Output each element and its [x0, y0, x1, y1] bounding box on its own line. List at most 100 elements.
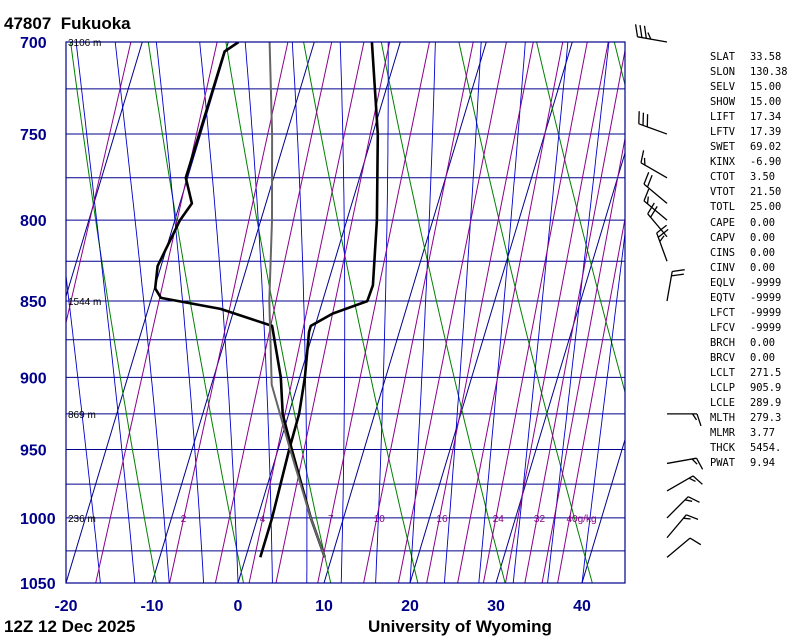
mixing-ratio-line	[363, 42, 474, 583]
temperature-line	[259, 42, 380, 558]
stat-value: 0.00	[750, 231, 776, 244]
stat-value: 3.50	[750, 171, 776, 184]
stat-row-vtot: VTOT 21.50	[710, 185, 788, 200]
mixing-ratio-line	[248, 42, 365, 583]
stat-row-cinv: CINV 0.00	[710, 261, 788, 276]
stat-value: 33.58	[750, 51, 782, 63]
pressure-tick-label: 850	[20, 294, 47, 311]
stat-key: LFCT	[710, 306, 736, 319]
mixing-ratio-line	[426, 42, 534, 583]
pressure-tick-label: 950	[20, 443, 47, 460]
stat-key: LFTV	[710, 126, 736, 139]
stat-value: 279.3	[750, 412, 782, 425]
stat-row-selv: SELV 15.00	[710, 80, 788, 95]
mixing-ratio-label: 16	[436, 514, 448, 525]
mixing-ratio-line	[524, 47, 625, 583]
wind-barb-feather	[634, 24, 639, 37]
stat-key: SHOW	[710, 96, 736, 109]
wind-barb-feather	[684, 499, 693, 502]
stat-value: -9999	[750, 321, 782, 334]
temperature-tick-label: 40	[573, 598, 591, 615]
mixing-ratio-line	[457, 42, 564, 583]
moist-adiabat	[291, 42, 308, 583]
isotherm-line	[66, 42, 143, 299]
wind-barb-staff	[666, 271, 673, 302]
isotherm-line	[323, 42, 487, 583]
wind-barb-feather	[656, 224, 668, 234]
stat-key: SELV	[710, 81, 736, 94]
wind-barb	[638, 111, 668, 135]
wind-barb	[666, 269, 685, 302]
pressure-tick-label: 1000	[20, 511, 56, 528]
stat-key: SLON	[710, 66, 736, 79]
height-label: 3106 m	[68, 38, 101, 49]
dry-adiabat	[147, 42, 244, 583]
stat-row-swet: SWET 69.02	[710, 140, 788, 155]
stat-key: LCLT	[710, 366, 736, 379]
isotherm-line	[66, 42, 229, 583]
wind-barb-feather	[643, 172, 650, 185]
moist-adiabat	[75, 42, 136, 583]
wind-barb-feather	[687, 496, 700, 503]
station-id: 47807	[4, 14, 52, 33]
wind-barb-staff	[638, 123, 668, 135]
wind-barb-feather	[692, 475, 703, 485]
wind-barb	[666, 496, 700, 519]
stat-value: 25.00	[750, 201, 782, 214]
stat-key: BRCV	[710, 351, 736, 364]
moist-adiabat	[114, 42, 170, 583]
mixing-ratio-line	[541, 135, 625, 583]
temperature-tick-label: -20	[54, 598, 77, 615]
moist-adiabat	[66, 578, 67, 583]
wind-barb-staff	[637, 36, 668, 43]
stat-row-lift: LIFT 17.34	[710, 110, 788, 125]
stat-row-slon: SLON 130.38	[710, 65, 788, 80]
mixing-ratio-line	[482, 42, 588, 583]
wind-barb-feather	[695, 457, 704, 470]
moist-adiabat	[512, 42, 569, 583]
moist-adiabat	[581, 229, 625, 583]
stat-key: SWET	[710, 141, 736, 154]
isotherm-line	[0, 42, 56, 583]
height-label: 1544 m	[68, 297, 101, 308]
moist-adiabat	[443, 42, 482, 583]
mixing-ratio-line	[397, 42, 507, 583]
stat-key: VTOT	[710, 186, 736, 199]
wind-barb-staff	[656, 232, 668, 262]
stat-row-cins: CINS 0.00	[710, 246, 788, 261]
stat-value: -9999	[750, 306, 782, 319]
wind-barb-staff	[666, 514, 687, 539]
isotherm-line	[409, 42, 573, 583]
wind-barb-staff	[640, 162, 668, 179]
stat-row-cape: CAPE 0.00	[710, 216, 788, 231]
wind-barb-staff	[666, 496, 689, 519]
wind-barb-feather	[689, 537, 702, 546]
wind-barbs	[634, 24, 704, 558]
wind-barb-feather	[643, 25, 647, 39]
stat-key: KINX	[710, 156, 736, 169]
stat-row-brch: BRCH 0.00	[710, 336, 788, 351]
moist-adiabat	[478, 42, 526, 583]
stat-value: 3.77	[750, 427, 776, 440]
wind-barb-feather	[688, 477, 696, 482]
stat-row-kinx: KINX -6.90	[710, 155, 788, 170]
wind-barb-feather	[646, 196, 649, 204]
wind-barb-feather	[646, 174, 653, 188]
stat-row-ctot: CTOT 3.50	[710, 170, 788, 185]
pressure-tick-label: 1050	[20, 576, 56, 593]
wind-barb-feather	[659, 235, 665, 242]
wind-barb	[666, 413, 702, 427]
wind-barb	[656, 224, 669, 262]
stat-row-show: SHOW 15.00	[710, 95, 788, 110]
chart-title: 47807 Fukuoka	[4, 14, 131, 34]
moist-adiabat	[66, 272, 101, 583]
stat-value: 17.39	[750, 126, 782, 139]
mixing-ratio-label: 4	[260, 514, 266, 525]
wind-barb-staff	[643, 200, 668, 221]
observation-time: 12Z 12 Dec 2025	[4, 617, 136, 636]
stat-key: LCLP	[710, 382, 736, 395]
stat-key: MLTH	[710, 412, 736, 425]
station-name: Fukuoka	[60, 14, 131, 33]
stat-value: 0.00	[750, 261, 776, 274]
